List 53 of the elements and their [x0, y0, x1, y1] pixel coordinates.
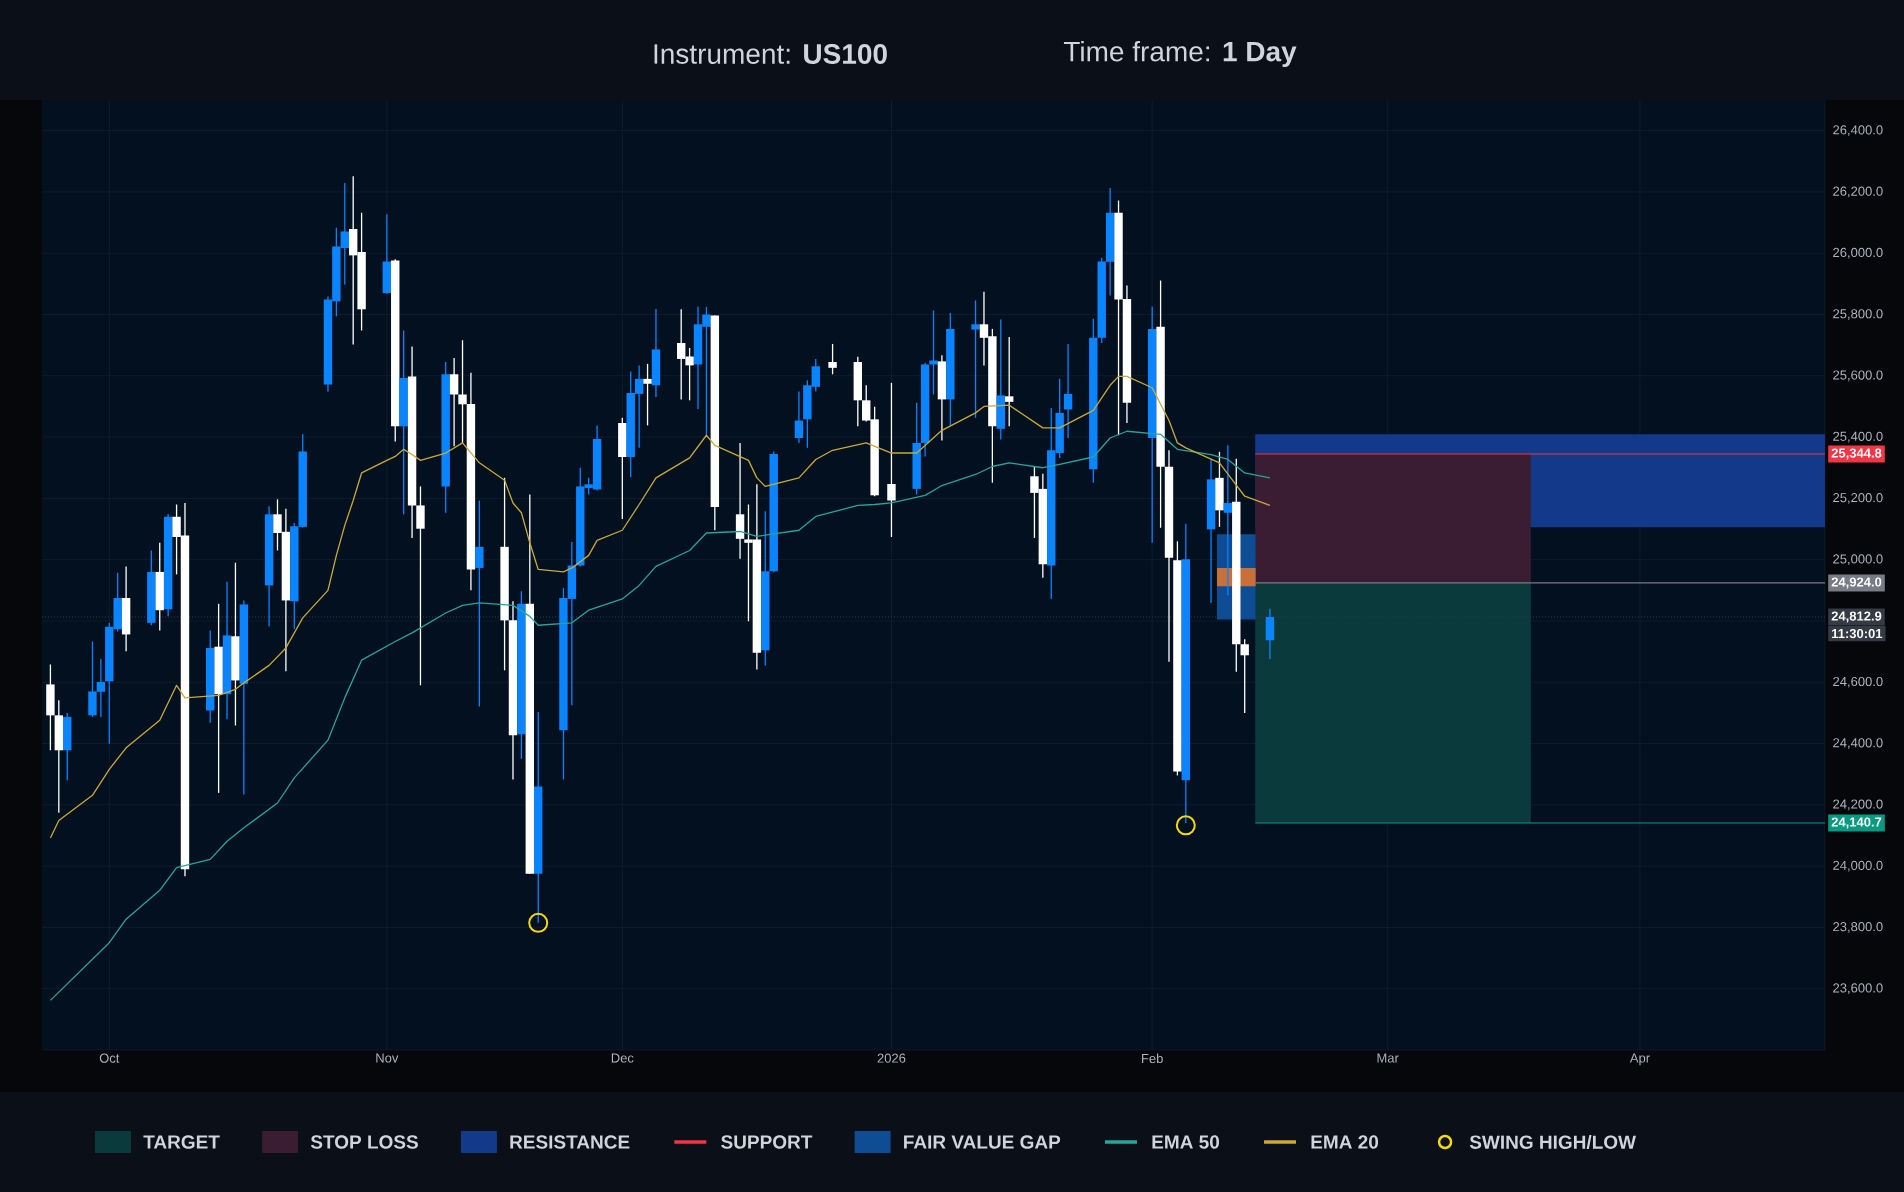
y-tick-label: 23,800.0 [1833, 922, 1883, 933]
x-tick-label: Nov [376, 1053, 399, 1063]
y-tick-label: 25,400.0 [1833, 431, 1883, 443]
y-tick-label: 26,000.0 [1833, 247, 1883, 259]
candlestick [1240, 638, 1249, 714]
candlestick [828, 343, 837, 375]
ref-line-label: 24,812.9 [1831, 611, 1882, 623]
legend-label: SUPPORT [721, 1135, 813, 1149]
y-tick-label: 26,200.0 [1833, 186, 1883, 198]
legend-label: EMA 20 [1311, 1135, 1379, 1149]
legend-label: TARGET [143, 1135, 220, 1149]
ref-line-label: 25,344.8 [1831, 448, 1882, 460]
y-tick-label: 23,600.0 [1833, 983, 1883, 995]
x-tick-label: 2026 [877, 1053, 906, 1063]
line-series [49, 375, 1271, 839]
candlestick [416, 485, 425, 686]
y-tick-label: 24,200.0 [1833, 799, 1883, 811]
ref-line-label: 24,924.0 [1831, 577, 1882, 589]
candlestick [449, 357, 459, 447]
y-tick-label: 25,800.0 [1833, 309, 1883, 320]
x-tick-label: Apr [1629, 1053, 1650, 1066]
candlestick [794, 390, 804, 444]
candlestick [458, 339, 467, 444]
y-tick-label: 25,000.0 [1833, 554, 1883, 566]
x-tick-label: Oct [99, 1053, 120, 1063]
y-tick-label: 25,200.0 [1833, 493, 1883, 504]
x-tick-label: Dec [611, 1053, 634, 1063]
y-tick-label: 24,000.0 [1833, 860, 1883, 872]
x-tick-label: Mar [1377, 1053, 1399, 1063]
candlestick [1265, 608, 1275, 660]
candlestick [643, 363, 652, 427]
legend-label: SWING HIGH/LOW [1469, 1134, 1636, 1150]
y-tick-label: 24,400.0 [1833, 738, 1883, 749]
ref-line-label: 24,140.7 [1831, 817, 1882, 829]
legend-label: EMA 50 [1152, 1135, 1220, 1149]
candlestick [475, 499, 484, 708]
y-tick-label: 25,600.0 [1833, 370, 1883, 382]
legend-label: STOP LOSS [310, 1135, 418, 1149]
line-series [49, 430, 1271, 1001]
chart-title: Instrument: US100 [654, 44, 887, 64]
legend-label: FAIR VALUE GAP [904, 1135, 1061, 1149]
legend-label: RESISTANCE [510, 1135, 630, 1149]
candlestick [1005, 336, 1014, 428]
text: 11:30:01 [1832, 628, 1883, 639]
candlestick [929, 309, 938, 396]
chart-subtitle: Time frame: 1 Day [1063, 40, 1297, 68]
candlestick [887, 382, 896, 538]
candlestick [1223, 444, 1233, 596]
x-tick-label: Feb [1142, 1053, 1163, 1064]
y-tick-label: 24,600.0 [1833, 676, 1883, 688]
candlestick [971, 299, 980, 419]
y-tick-label: 26,400.0 [1833, 125, 1883, 136]
candlestick [1063, 343, 1073, 439]
